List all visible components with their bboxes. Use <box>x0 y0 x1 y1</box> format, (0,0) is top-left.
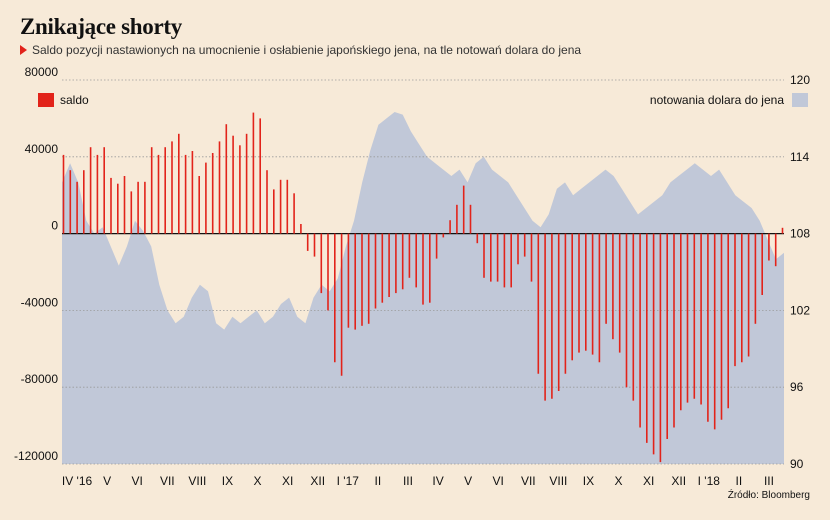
x-tick-label: XII <box>671 474 686 488</box>
chart-title: Znikające shorty <box>20 14 182 39</box>
x-tick-label: IV '16 <box>62 474 93 488</box>
x-tick-label: VII <box>521 474 536 488</box>
x-tick-label: V <box>103 474 111 488</box>
x-tick-label: VI <box>493 474 504 488</box>
x-tick-label: XI <box>643 474 654 488</box>
x-tick-label: VIII <box>188 474 206 488</box>
x-tick-label: I '18 <box>698 474 721 488</box>
subtitle-text: Saldo pozycji nastawionych na umocnienie… <box>32 43 582 57</box>
legend-label-usdjpy: notowania dolara do jena <box>649 93 784 107</box>
x-tick-label: XII <box>310 474 325 488</box>
x-tick-label: VIII <box>549 474 567 488</box>
right-tick-label: 90 <box>790 457 804 471</box>
source-note: Źródło: Bloomberg <box>727 490 810 501</box>
right-tick-label: 120 <box>790 73 810 87</box>
left-tick-label: 0 <box>51 219 58 233</box>
left-tick-label: -120000 <box>14 449 58 463</box>
x-tick-label: II <box>736 474 743 488</box>
left-tick-label: 80000 <box>25 65 59 79</box>
legend-swatch-saldo <box>38 93 54 107</box>
x-tick-label: III <box>764 474 774 488</box>
chart-subtitle: Saldo pozycji nastawionych na umocnienie… <box>20 43 581 57</box>
triangle-bullet-icon <box>20 45 27 55</box>
legend-saldo: saldo <box>38 93 89 107</box>
right-tick-label: 96 <box>790 380 804 394</box>
left-tick-label: 40000 <box>25 142 59 156</box>
x-tick-label: V <box>464 474 472 488</box>
legend-usdjpy: notowania dolara do jena <box>650 93 808 107</box>
x-tick-label: VI <box>132 474 143 488</box>
right-tick-label: 114 <box>790 150 809 164</box>
x-tick-label: IV <box>432 474 443 488</box>
right-tick-label: 102 <box>790 303 810 317</box>
x-tick-label: XI <box>282 474 293 488</box>
legend-swatch-usdjpy <box>792 93 808 107</box>
x-tick-label: II <box>375 474 382 488</box>
x-tick-label: X <box>254 474 262 488</box>
right-tick-label: 108 <box>790 227 810 241</box>
left-tick-label: -80000 <box>21 372 59 386</box>
x-tick-label: VII <box>160 474 175 488</box>
left-tick-label: -40000 <box>21 295 59 309</box>
legend-label-saldo: saldo <box>60 93 89 107</box>
x-tick-label: III <box>403 474 413 488</box>
x-tick-label: I '17 <box>337 474 360 488</box>
x-tick-label: IX <box>583 474 594 488</box>
x-tick-label: X <box>615 474 623 488</box>
x-tick-label: IX <box>222 474 233 488</box>
